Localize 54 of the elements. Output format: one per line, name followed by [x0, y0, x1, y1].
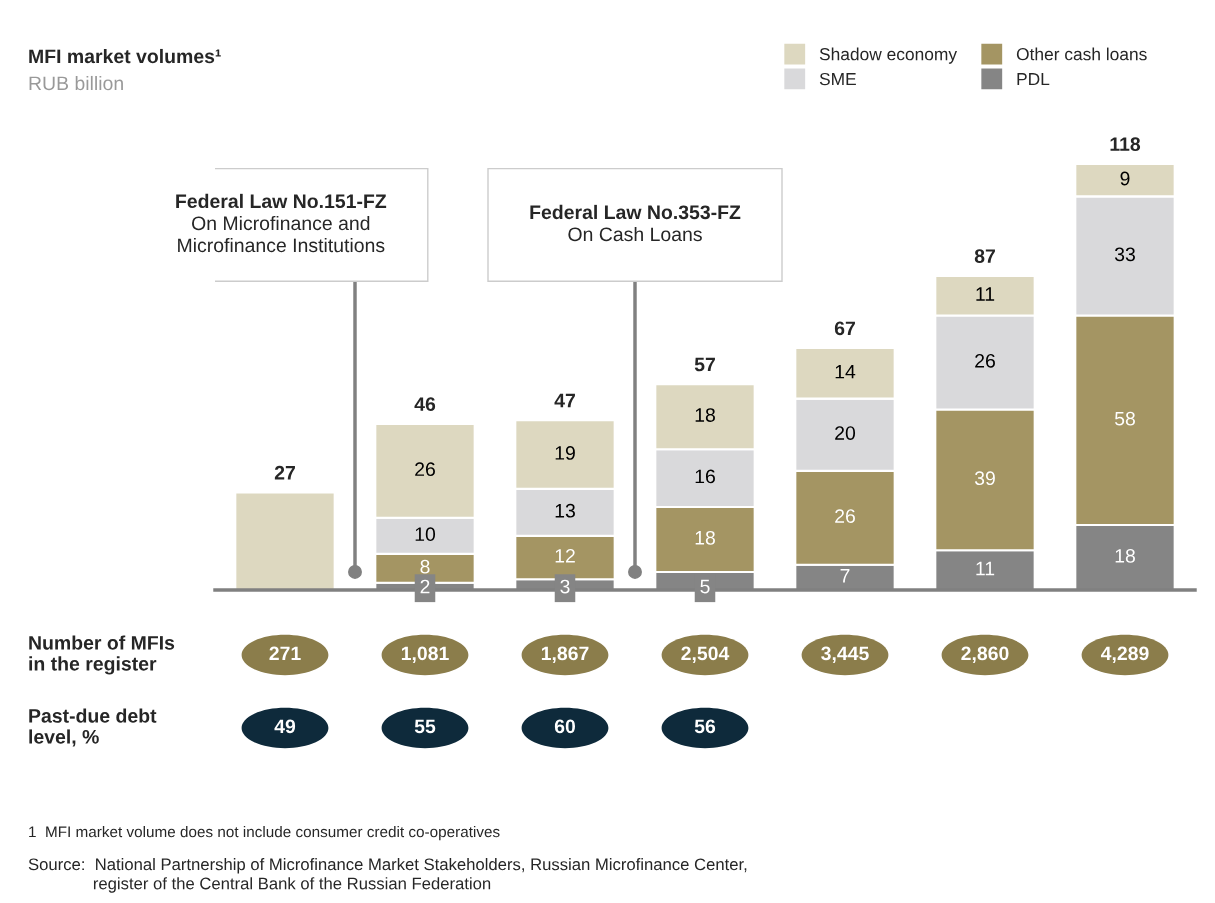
bar	[234, 491, 336, 590]
data-label: 7	[840, 569, 850, 583]
data-label: 11	[976, 561, 995, 576]
text: Number of MFIs in the register	[29, 635, 175, 675]
source-note: Source: National Partnership of Microfinance Market Stakeholders, Russian Microfinance Center, register of the Central Bank of the Russian Federation	[28, 858, 747, 893]
legend-label: Shadow economy	[819, 47, 958, 64]
annotation: Federal Law No.151-FZ On Microfinance and Microfinance Institutions	[176, 193, 387, 253]
total-label: 47	[554, 393, 575, 408]
text: 56	[694, 719, 716, 734]
data-label: 12	[555, 548, 575, 563]
text: 55	[414, 719, 436, 734]
total-label: 87	[974, 249, 995, 263]
text: Past-due debt level, %	[29, 708, 157, 747]
data-label: 16	[695, 469, 715, 484]
data-label: 26	[415, 462, 435, 477]
data-label: 20	[835, 426, 856, 440]
chart-title: MFI market volumes¹	[29, 48, 221, 64]
data-label: 3	[560, 579, 570, 594]
total-label: 46	[414, 397, 436, 412]
data-label: 26	[835, 509, 855, 523]
total-label: 67	[834, 321, 855, 336]
total-label: 27	[274, 465, 295, 480]
data-label: 9	[1120, 171, 1130, 186]
chart-subtitle: RUB billion	[29, 75, 123, 91]
text: 2,860	[961, 646, 1009, 664]
data-label: 14	[835, 365, 856, 379]
data-label: 33	[1114, 247, 1135, 262]
data-label: 11	[976, 287, 995, 301]
data-label: 13	[555, 503, 575, 518]
total-label: 57	[694, 357, 715, 372]
data-label: 18	[695, 408, 715, 422]
text: 2,504	[681, 646, 730, 664]
data-label: 19	[555, 446, 575, 460]
legend-label: Other cash loans	[1016, 47, 1147, 61]
data-label: 58	[1114, 411, 1135, 426]
data-label: 18	[1115, 548, 1135, 563]
data-label: 10	[415, 527, 436, 542]
data-label: 5	[700, 579, 710, 594]
text: 1,081	[401, 646, 449, 664]
text: 4,289	[1100, 646, 1149, 664]
text: 60	[554, 719, 576, 734]
text: 1 MFI market volume does not include consumer credit co-operatives	[29, 826, 500, 841]
text: 271	[269, 646, 301, 661]
data-label: 18	[695, 530, 715, 545]
text: 3,445	[821, 646, 869, 664]
annotation: Federal Law No.353-FZ On Cash Loans	[530, 204, 741, 242]
data-label: 26	[975, 353, 995, 368]
data-label: 39	[974, 471, 995, 486]
total-label: 118	[1110, 137, 1141, 152]
text: 49	[274, 719, 296, 734]
data-label: 8	[420, 559, 430, 574]
legend-label: PDL	[1017, 73, 1050, 86]
legend-label: SME	[819, 72, 856, 86]
text: 1,867	[541, 646, 589, 664]
